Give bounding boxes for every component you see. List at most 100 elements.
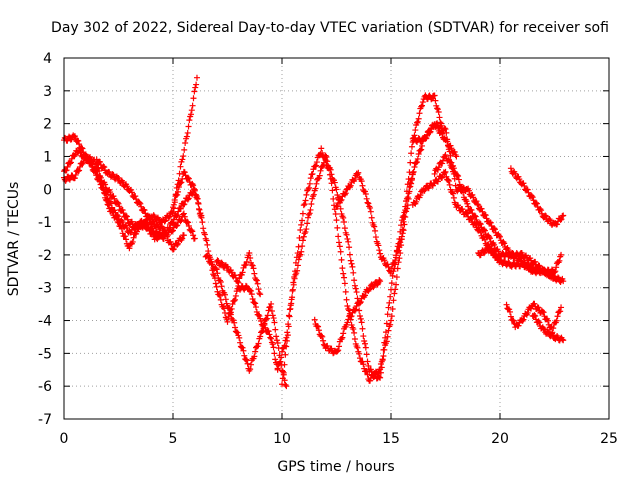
data-point [190,185,197,192]
data-point [395,259,402,266]
data-point [265,328,272,335]
data-point [271,350,278,357]
data-point [296,234,303,241]
data-point [560,278,567,285]
data-point [134,224,141,231]
y-tick-label: 1 [43,149,52,165]
data-point [298,248,305,255]
data-point [175,188,182,195]
data-point [187,111,194,118]
data-point [203,237,210,244]
data-point [107,189,114,196]
data-point [432,97,439,104]
data-point [376,247,383,254]
data-point [279,368,286,375]
data-point [122,233,129,240]
data-point [387,293,394,300]
data-point [307,206,314,213]
data-point [495,248,502,255]
data-point [100,163,107,170]
data-point [224,263,231,270]
data-point [204,241,211,248]
data-point [388,317,394,324]
data-point [97,173,104,180]
data-point [181,201,188,208]
data-point [388,286,394,293]
data-point [314,322,321,329]
data-point [306,210,313,217]
data-point [232,292,239,299]
data-point [285,323,292,330]
data-point [510,317,517,324]
data-point [507,165,514,172]
data-point [200,225,207,232]
data-point [191,186,198,193]
data-point [64,163,71,170]
data-point [190,95,197,102]
data-point [465,203,472,210]
data-point [167,238,174,245]
data-point [439,174,446,181]
data-point [162,217,169,224]
data-point [468,207,475,214]
data-point [294,262,301,269]
data-point [263,315,270,322]
data-point [111,195,118,202]
data-point [360,361,367,368]
data-point [404,202,411,209]
data-point [287,305,294,312]
data-point [402,214,409,221]
data-point [254,280,261,287]
data-point [173,223,180,230]
data-point [328,345,335,352]
data-point [407,183,414,190]
data-point [175,184,182,191]
data-point [423,135,430,142]
data-point [464,210,471,217]
data-point [213,283,220,290]
data-point [347,257,354,264]
data-point [322,152,329,159]
data-point [542,212,549,219]
data-point [101,189,108,196]
data-point [190,182,197,189]
data-point [389,306,396,313]
data-point [439,130,446,137]
data-point [416,110,423,117]
data-point [434,178,441,185]
data-point [398,217,405,224]
data-point [270,315,277,322]
data-point [472,221,479,228]
data-point [254,343,261,350]
data-point [544,328,551,335]
data-point [382,334,389,341]
data-point [356,350,363,357]
data-point [471,212,478,219]
data-point [505,259,512,266]
data-point [323,154,330,161]
y-tick-labels: -7 -6 -5 -4 -3 -2 -1 0 1 2 3 4 [38,51,52,428]
data-point [408,176,415,183]
data-point [557,216,564,223]
data-point [356,300,363,307]
data-point [214,270,221,277]
data-point [450,165,457,172]
series-track-6 [202,252,290,390]
data-point [422,135,429,142]
data-point [560,337,567,344]
data-point [376,277,383,284]
data-point [388,313,395,320]
data-point [183,133,190,140]
data-point [487,219,494,226]
data-point [255,311,262,318]
data-point [133,228,140,235]
data-point [236,275,243,282]
data-point [259,328,266,335]
data-point [455,172,462,179]
axis-ticks [63,57,610,420]
data-point [554,313,561,320]
data-point [253,304,260,311]
data-point [247,287,254,294]
data-point [281,361,288,368]
data-point [546,270,553,277]
